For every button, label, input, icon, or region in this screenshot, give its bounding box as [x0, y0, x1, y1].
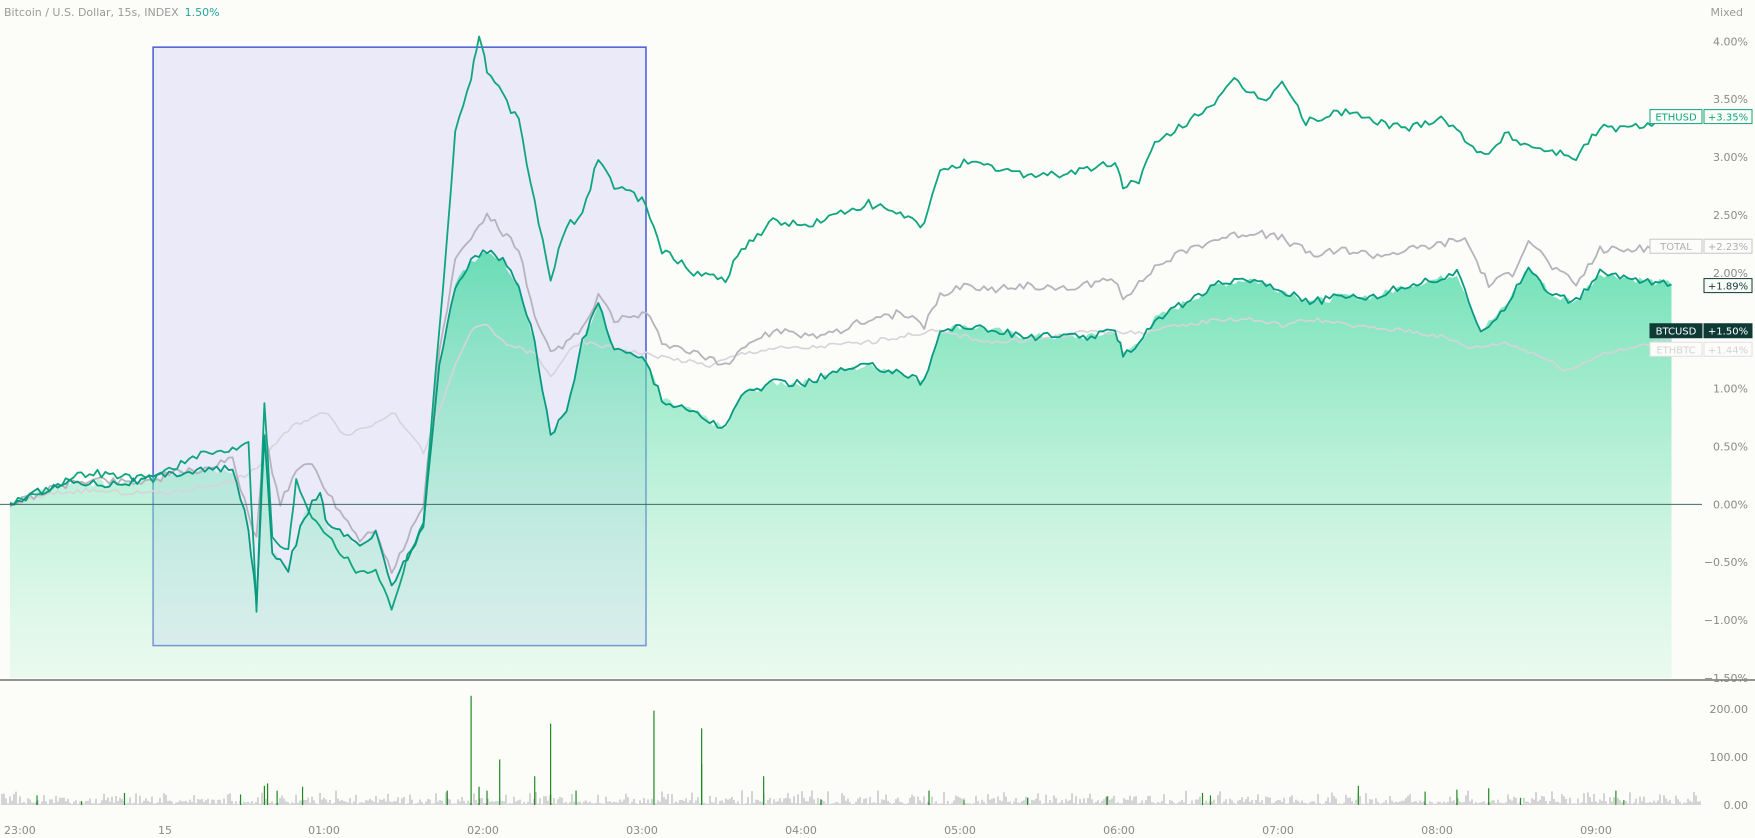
scale-mode[interactable]: Mixed	[1710, 6, 1743, 19]
ethbtc-value-tag	[1703, 341, 1753, 357]
btcusd-name-label: BTCUSD	[1656, 327, 1697, 338]
ethusd-name-tag[interactable]	[1649, 109, 1703, 125]
y-tick-label: 1.00%	[1713, 383, 1748, 396]
last-price-tag	[1703, 278, 1753, 294]
y-tick-label: 3.00%	[1713, 151, 1748, 164]
total-line[interactable]	[9, 212, 1672, 574]
total-name-label: TOTAL	[1659, 242, 1692, 253]
y-tick-label: 4.00%	[1713, 35, 1748, 48]
ethbtc-line[interactable]	[9, 316, 1672, 505]
price-change: 1.50%	[184, 6, 220, 19]
x-tick-label: 07:00	[1262, 824, 1294, 837]
total-value-label: +2.23%	[1708, 242, 1748, 253]
x-tick-label: 04:00	[785, 824, 817, 837]
ethusd-value-tag	[1703, 109, 1753, 125]
volume-y-tick: 200.00	[1710, 703, 1749, 716]
ethusd-line[interactable]	[9, 35, 1672, 613]
y-tick-label: 0.50%	[1713, 440, 1748, 453]
btcusd-area	[10, 252, 1672, 678]
btcusd-line[interactable]	[9, 249, 1672, 604]
btcusd-value-label: +1.50%	[1708, 327, 1748, 338]
ethusd-name-label: ETHUSD	[1655, 113, 1697, 124]
btcusd-value-tag	[1703, 323, 1753, 339]
ethbtc-value-label: +1.44%	[1708, 345, 1748, 356]
y-tick-label: 2.50%	[1713, 209, 1748, 222]
ethbtc-name-tag[interactable]	[1649, 341, 1703, 357]
ethusd-value-label: +3.35%	[1708, 113, 1748, 124]
volume-y-tick: 100.00	[1710, 751, 1749, 764]
total-value-tag	[1703, 238, 1753, 254]
x-tick-label: 08:00	[1421, 824, 1453, 837]
x-tick-label: 02:00	[467, 824, 499, 837]
last-price-label: +1.89%	[1708, 282, 1748, 293]
x-tick-label: 15	[158, 824, 172, 837]
y-tick-label: 2.00%	[1713, 267, 1748, 280]
chart-header: Bitcoin / U.S. Dollar, 15s, INDEX 1.50%	[4, 6, 220, 19]
y-tick-label: −1.00%	[1704, 614, 1748, 627]
x-tick-label: 23:00	[4, 824, 36, 837]
y-tick-label: −0.50%	[1704, 556, 1748, 569]
ethbtc-name-label: ETHBTC	[1656, 345, 1695, 356]
x-tick-label: 05:00	[944, 824, 976, 837]
x-tick-label: 09:00	[1580, 824, 1612, 837]
x-tick-label: 03:00	[626, 824, 658, 837]
y-tick-label: 3.50%	[1713, 93, 1748, 106]
volume-y-tick: 0.00	[1724, 799, 1749, 812]
x-tick-label: 06:00	[1103, 824, 1135, 837]
total-name-tag[interactable]	[1649, 238, 1703, 254]
y-tick-label: −1.50%	[1704, 672, 1748, 685]
btcusd-name-tag[interactable]	[1649, 323, 1703, 339]
x-tick-label: 01:00	[308, 824, 340, 837]
y-tick-label: 0.00%	[1713, 498, 1748, 511]
symbol-title[interactable]: Bitcoin / U.S. Dollar, 15s, INDEX	[4, 6, 179, 19]
